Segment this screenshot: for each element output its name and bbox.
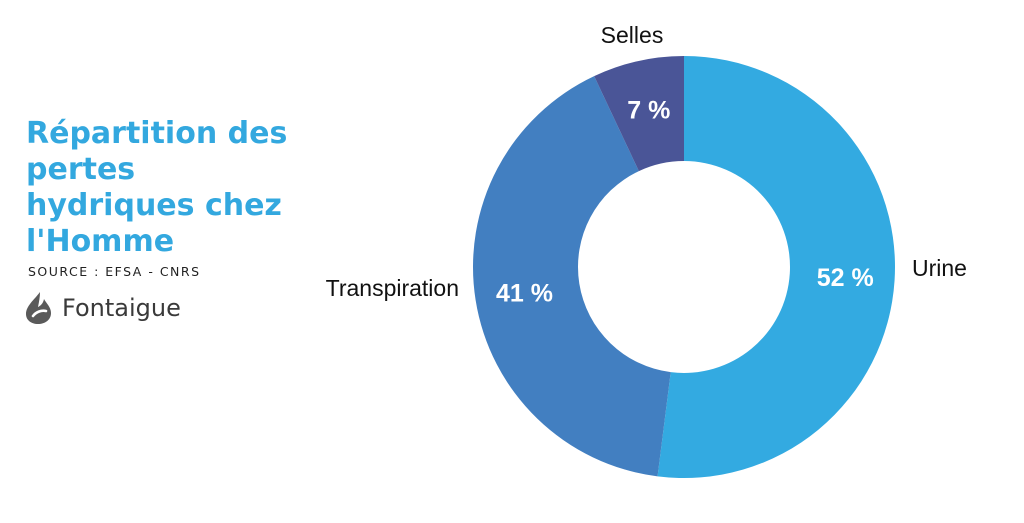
value-label-transpiration: 41 %	[496, 279, 553, 307]
slice-transpiration	[473, 76, 671, 477]
brand-logo: Fontaigue	[24, 290, 181, 326]
brand-name: Fontaigue	[62, 294, 181, 322]
category-label-transpiration: Transpiration	[326, 275, 459, 301]
slice-selles	[594, 56, 684, 172]
drop-flame-icon	[26, 292, 51, 324]
category-label-selles: Selles	[601, 22, 664, 48]
source-note: SOURCE : EFSA - CNRS	[28, 264, 201, 279]
chart-title: Répartition des pertes hydriques chez l'…	[26, 116, 288, 259]
value-label-selles: 7 %	[627, 96, 670, 124]
value-label-urine: 52 %	[817, 264, 874, 292]
category-label-urine: Urine	[912, 255, 967, 281]
slice-urine	[657, 56, 895, 478]
